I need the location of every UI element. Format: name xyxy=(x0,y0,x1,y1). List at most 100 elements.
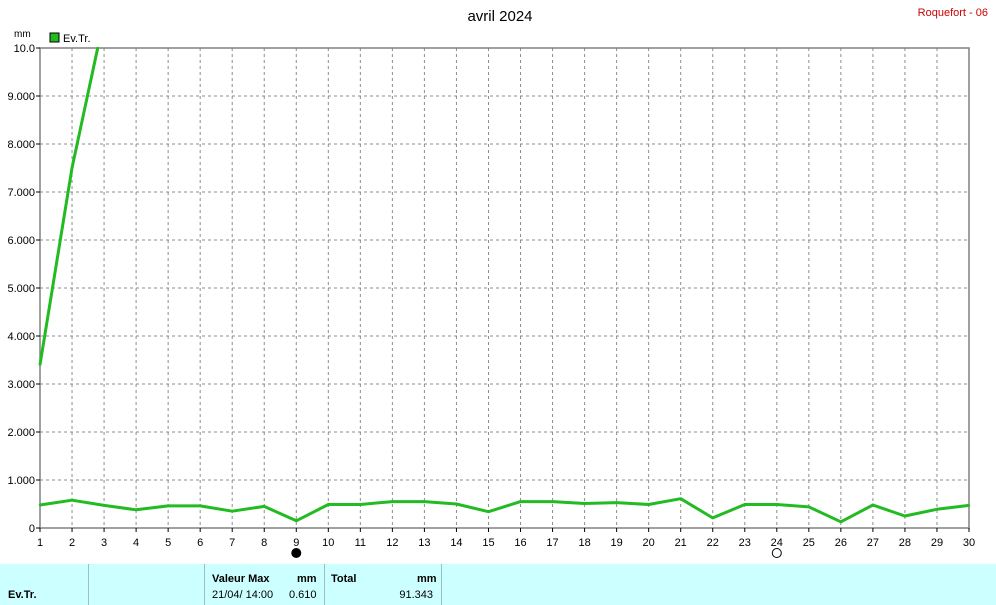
x-tick-label: 2 xyxy=(69,537,75,549)
x-tick-label: 7 xyxy=(229,537,235,549)
data-point xyxy=(391,500,394,503)
data-point xyxy=(38,503,42,507)
data-point xyxy=(743,503,746,506)
footer-total-cell: Total mm 91.343 xyxy=(325,564,442,605)
data-point xyxy=(455,502,458,506)
x-tick-label: 10 xyxy=(322,537,334,549)
y-tick-label: 3.000 xyxy=(7,379,35,391)
x-tick-label: 9 xyxy=(293,537,299,549)
data-point xyxy=(871,503,875,507)
total-value: 91.343 xyxy=(399,589,433,601)
x-tick-label: 11 xyxy=(355,537,366,549)
y-tick-label: 7.000 xyxy=(7,187,35,199)
legend: Ev.Tr. xyxy=(49,32,91,45)
data-point xyxy=(775,503,778,506)
data-point xyxy=(38,363,42,366)
series-layer xyxy=(38,46,971,524)
legend-label: Ev.Tr. xyxy=(63,33,91,45)
x-tick-label: 21 xyxy=(675,537,687,549)
x-tick-label: 23 xyxy=(739,537,751,549)
data-point xyxy=(423,500,426,503)
data-point xyxy=(359,503,362,506)
data-point xyxy=(551,500,554,503)
max-unit: mm xyxy=(297,573,317,585)
x-tick-label: 3 xyxy=(101,537,107,549)
y-tick-label: 4.000 xyxy=(7,331,35,343)
x-tick-label: 12 xyxy=(386,537,398,549)
data-point xyxy=(903,514,907,518)
station-name: Roquefort - 06 xyxy=(918,7,988,19)
data-point xyxy=(102,504,106,507)
footer-empty-cell xyxy=(89,564,205,605)
grid-lines xyxy=(40,48,969,528)
x-tick-label: 27 xyxy=(867,537,879,549)
data-point xyxy=(166,504,170,508)
footer-series-label: Ev.Tr. xyxy=(8,589,37,601)
data-point xyxy=(647,503,650,506)
data-point xyxy=(711,516,714,520)
max-value: 0.610 xyxy=(289,589,317,601)
chart-title: avril 2024 xyxy=(467,8,532,25)
x-tick-label: 20 xyxy=(643,537,655,549)
x-tick-label: 30 xyxy=(963,537,975,549)
footer-max-cell: Valeur Max mm 21/04/ 14:00 0.610 xyxy=(205,564,325,605)
data-point xyxy=(231,510,234,513)
x-tick-label: 17 xyxy=(546,537,558,549)
x-tick-label: 24 xyxy=(771,537,783,549)
y-tick-label: 0 xyxy=(29,523,35,535)
y-tick-label: 9.000 xyxy=(7,91,35,103)
x-tick-label: 18 xyxy=(578,537,590,549)
data-point xyxy=(70,166,74,170)
y-tick-label: 10.0 xyxy=(14,43,35,55)
x-tick-label: 29 xyxy=(931,537,943,549)
summary-footer: Ev.Tr. Valeur Max mm 21/04/ 14:00 0.610 … xyxy=(0,564,996,605)
y-tick-label: 5.000 xyxy=(7,283,35,295)
x-tick-label: 8 xyxy=(261,537,267,549)
data-point xyxy=(295,519,298,522)
x-tick-label: 5 xyxy=(165,537,171,549)
x-axis: 1 2 3 4 5 6 7 8 9 10 11 12 13 14 15 16 17 18 19 20 21 22 23 24 2… xyxy=(37,528,975,549)
x-tick-label: 13 xyxy=(418,537,430,549)
max-header: Valeur Max xyxy=(212,573,270,585)
series-line-0 xyxy=(39,497,970,524)
x-tick-label: 26 xyxy=(835,537,847,549)
x-tick-label: 1 xyxy=(37,537,43,549)
data-point xyxy=(839,520,843,523)
filled-circle-marker xyxy=(291,548,302,558)
data-point xyxy=(935,508,939,511)
x-tick-label: 19 xyxy=(610,537,622,549)
y-tick-label: 6.000 xyxy=(7,235,35,247)
data-point xyxy=(487,510,490,513)
y-tick-label: 8.000 xyxy=(7,139,35,151)
data-point xyxy=(96,46,99,50)
footer-series-cell: Ev.Tr. xyxy=(0,564,89,605)
data-point xyxy=(807,505,811,509)
y-axis-unit: mm xyxy=(14,29,31,40)
data-point xyxy=(615,501,618,504)
data-point xyxy=(70,498,74,502)
data-point xyxy=(679,497,682,500)
open-circle-marker xyxy=(771,548,782,558)
y-axis: 0 1.000 2.000 3.000 4.000 5.000 6.000 7.000 8.00… xyxy=(7,43,40,535)
x-tick-label: 25 xyxy=(803,537,815,549)
x-tick-label: 28 xyxy=(899,537,911,549)
x-tick-label: 15 xyxy=(482,537,494,549)
data-point xyxy=(967,504,971,507)
data-point xyxy=(263,505,266,508)
x-tick-label: 22 xyxy=(707,537,719,549)
x-tick-label: 4 xyxy=(133,537,139,549)
data-point xyxy=(519,500,522,503)
chart-area: avril 2024 Roquefort - 06 mm 0 1.000 2.000… xyxy=(7,7,988,558)
max-datetime: 21/04/ 14:00 xyxy=(212,589,274,601)
legend-swatch xyxy=(49,32,60,43)
y-tick-label: 1.000 xyxy=(7,475,35,487)
total-header: Total xyxy=(331,573,357,585)
total-unit: mm xyxy=(417,573,437,585)
x-tick-label: 16 xyxy=(514,537,526,549)
x-tick-label: 14 xyxy=(450,537,462,549)
data-point xyxy=(327,503,330,506)
data-point xyxy=(198,504,202,508)
x-tick-label: 6 xyxy=(197,537,203,549)
data-point xyxy=(134,508,138,511)
data-point xyxy=(583,502,586,505)
